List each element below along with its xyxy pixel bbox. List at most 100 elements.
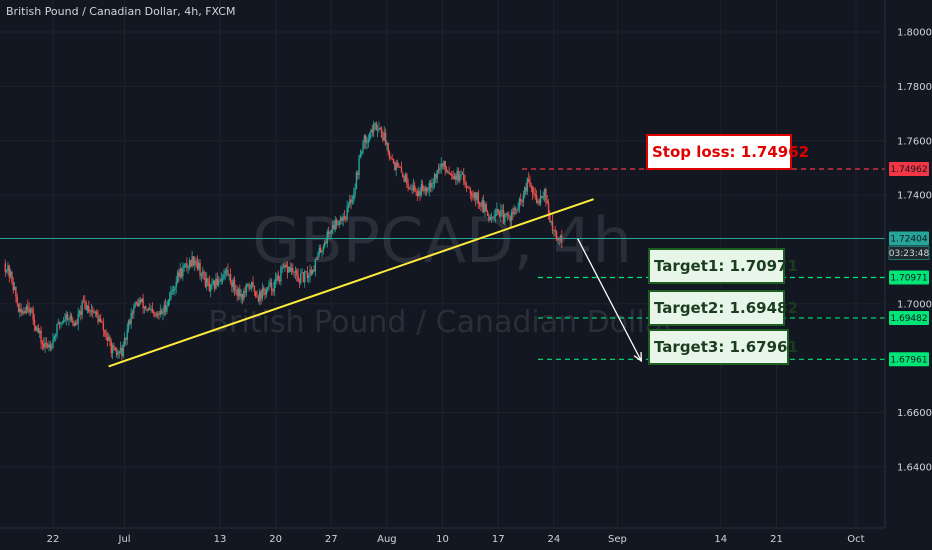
- candle-body[interactable]: [431, 183, 433, 188]
- candle-body[interactable]: [424, 187, 427, 192]
- candle-body[interactable]: [149, 308, 151, 310]
- candle-body[interactable]: [343, 216, 346, 219]
- candle-body[interactable]: [39, 330, 41, 333]
- candle-body[interactable]: [224, 271, 226, 274]
- candle-body[interactable]: [444, 161, 446, 170]
- candle-body[interactable]: [402, 172, 404, 177]
- candle-body[interactable]: [147, 308, 150, 311]
- candle-body[interactable]: [88, 306, 90, 312]
- candle-body[interactable]: [266, 287, 269, 290]
- candle-body[interactable]: [72, 320, 74, 324]
- candle-body[interactable]: [440, 163, 442, 168]
- candle-body[interactable]: [82, 301, 85, 303]
- candle-body[interactable]: [418, 191, 420, 197]
- candle-body[interactable]: [304, 271, 306, 283]
- candle-body[interactable]: [341, 217, 343, 221]
- candle-body[interactable]: [150, 308, 152, 310]
- candle-body[interactable]: [131, 312, 134, 314]
- candle-body[interactable]: [542, 196, 544, 199]
- candle-body[interactable]: [500, 210, 502, 217]
- candle-body[interactable]: [432, 182, 434, 184]
- candle-body[interactable]: [473, 192, 476, 198]
- candle-body[interactable]: [139, 299, 142, 303]
- candle-body[interactable]: [179, 268, 181, 277]
- candle-body[interactable]: [17, 303, 20, 313]
- candle-body[interactable]: [505, 213, 507, 216]
- candle-body[interactable]: [122, 344, 124, 357]
- candle-body[interactable]: [236, 289, 238, 296]
- candle-body[interactable]: [451, 173, 453, 177]
- candle-body[interactable]: [398, 165, 400, 168]
- candle-body[interactable]: [198, 262, 200, 270]
- candle-body[interactable]: [517, 207, 519, 211]
- candle-body[interactable]: [380, 128, 383, 138]
- candle-body[interactable]: [558, 239, 560, 241]
- candle-body[interactable]: [350, 199, 352, 203]
- candle-body[interactable]: [194, 260, 196, 266]
- candle-body[interactable]: [50, 347, 53, 349]
- level-labels[interactable]: Stop loss: 1.74962 Target1: 1.70971 Target…: [646, 134, 809, 365]
- candle-body[interactable]: [538, 200, 540, 204]
- candle-body[interactable]: [390, 157, 392, 159]
- candle-body[interactable]: [231, 282, 233, 288]
- candle-body[interactable]: [379, 128, 381, 129]
- candle-body[interactable]: [106, 337, 109, 341]
- candle-body[interactable]: [493, 216, 495, 218]
- candle-body[interactable]: [36, 327, 38, 331]
- candle-body[interactable]: [232, 279, 234, 288]
- candle-body[interactable]: [302, 272, 305, 283]
- candle-body[interactable]: [300, 273, 302, 283]
- candle-body[interactable]: [187, 267, 189, 269]
- candle-body[interactable]: [416, 191, 419, 197]
- candle-body[interactable]: [522, 194, 525, 203]
- candle-body[interactable]: [354, 188, 356, 195]
- candle-body[interactable]: [243, 290, 245, 300]
- candle-body[interactable]: [183, 265, 185, 268]
- candle-body[interactable]: [513, 207, 515, 214]
- candle-body[interactable]: [323, 242, 326, 247]
- candle-body[interactable]: [68, 319, 70, 320]
- candle-body[interactable]: [467, 186, 469, 189]
- candle-body[interactable]: [240, 294, 242, 297]
- candle-body[interactable]: [441, 163, 444, 167]
- candle-body[interactable]: [225, 270, 228, 272]
- candle-body[interactable]: [518, 199, 521, 208]
- candle-body[interactable]: [561, 235, 563, 242]
- candle-body[interactable]: [206, 278, 208, 287]
- candle-body[interactable]: [391, 158, 393, 160]
- candle-body[interactable]: [202, 271, 204, 274]
- candle-body[interactable]: [510, 212, 513, 222]
- candle-body[interactable]: [204, 278, 207, 287]
- candle-body[interactable]: [49, 344, 52, 349]
- candle-body[interactable]: [481, 200, 483, 207]
- candle-body[interactable]: [256, 296, 258, 298]
- candle-body[interactable]: [554, 230, 556, 232]
- candle-body[interactable]: [166, 306, 168, 312]
- candle-body[interactable]: [66, 314, 69, 320]
- candle-body[interactable]: [521, 201, 523, 203]
- candle-body[interactable]: [319, 247, 322, 253]
- candle-body[interactable]: [65, 314, 67, 321]
- candle-body[interactable]: [403, 176, 405, 183]
- candle-body[interactable]: [282, 267, 285, 268]
- candle-body[interactable]: [292, 268, 294, 272]
- candle-body[interactable]: [353, 194, 355, 201]
- candle-body[interactable]: [516, 209, 518, 211]
- candle-body[interactable]: [257, 297, 260, 301]
- candle-body[interactable]: [443, 161, 445, 167]
- candle-body[interactable]: [498, 211, 501, 217]
- candle-body[interactable]: [520, 199, 522, 202]
- candlesticks[interactable]: [4, 120, 563, 363]
- candle-body[interactable]: [167, 299, 169, 307]
- candle-body[interactable]: [471, 193, 473, 196]
- candle-body[interactable]: [255, 291, 257, 297]
- candle-body[interactable]: [512, 212, 514, 214]
- candle-body[interactable]: [190, 260, 192, 267]
- candle-body[interactable]: [504, 213, 506, 223]
- candle-body[interactable]: [289, 267, 291, 272]
- candle-body[interactable]: [40, 330, 42, 343]
- candle-body[interactable]: [9, 271, 12, 277]
- candle-body[interactable]: [525, 187, 527, 192]
- candle-body[interactable]: [290, 268, 293, 272]
